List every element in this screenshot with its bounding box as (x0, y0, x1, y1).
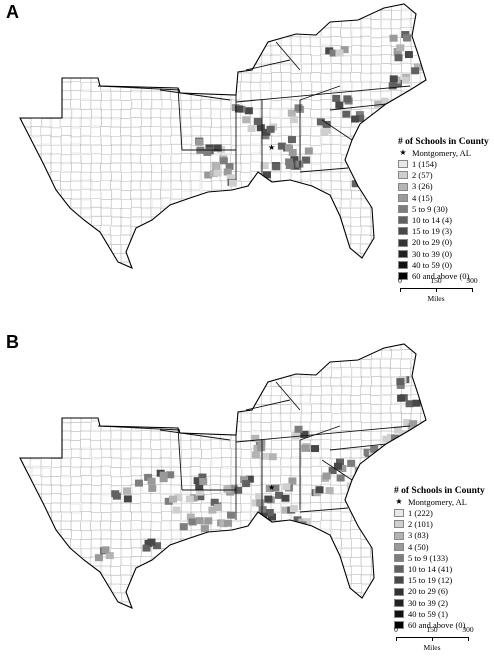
legend-entry: 5 to 9 (133) (394, 552, 485, 563)
svg-text:★: ★ (268, 483, 275, 492)
choropleth-map: ★ (19, 343, 427, 610)
legend-label: 3 (83) (408, 530, 429, 541)
scale-bar: 0 150 300 Miles (398, 277, 478, 306)
legend-swatch (398, 160, 408, 169)
legend-entry: 30 to 39 (2) (394, 597, 485, 608)
legend-swatch (394, 520, 404, 529)
scale-tick-label: 0 (398, 275, 402, 285)
legend-entry: 4 (50) (394, 541, 485, 552)
scale-tick-label: 150 (426, 624, 438, 634)
legend-entry: 2 (57) (398, 170, 489, 181)
legend-swatch (398, 182, 408, 191)
legend-swatch (398, 260, 408, 269)
legend-swatch (394, 542, 404, 551)
star-icon: ★ (399, 148, 407, 158)
svg-text:★: ★ (268, 143, 275, 152)
legend-entry: 40 to 59 (0) (398, 259, 489, 270)
legend-star-label: Montgomery, AL (412, 147, 471, 158)
legend-entry: 3 (83) (394, 530, 485, 541)
legend-label: 20 to 29 (0) (412, 237, 452, 248)
legend-entry: 10 to 14 (4) (398, 215, 489, 226)
legend-swatch (394, 565, 404, 574)
legend-star-entry: ★ Montgomery, AL (394, 497, 485, 508)
legend-label: 2 (101) (408, 519, 433, 530)
legend-swatch (398, 193, 408, 202)
choropleth-map: ★ (19, 3, 427, 270)
legend-entry: 40 to 59 (1) (394, 608, 485, 619)
legend-entry: 4 (15) (398, 192, 489, 203)
legend-swatch (398, 205, 408, 214)
scale-tick-label: 300 (462, 624, 474, 634)
legend-swatch (394, 531, 404, 540)
legend-label: 60 and above (0) (408, 619, 466, 630)
legend-entry: 60 and above (0) (398, 271, 489, 282)
legend-star-entry: ★ Montgomery, AL (398, 148, 489, 159)
legend-entry: 15 to 19 (3) (398, 226, 489, 237)
scale-tick-label: 0 (394, 624, 398, 634)
legend-label: 5 to 9 (133) (408, 552, 448, 563)
scale-bar: 0 150 300 Miles (394, 626, 474, 655)
legend-swatch (398, 272, 408, 281)
legend-label: 40 to 59 (0) (412, 259, 452, 270)
legend-swatch (398, 238, 408, 247)
legend-entry: 5 to 9 (30) (398, 203, 489, 214)
legend-swatch (394, 609, 404, 618)
legend-entry: 30 to 39 (0) (398, 248, 489, 259)
legend-entry: 1 (222) (394, 508, 485, 519)
legend-swatch (394, 598, 404, 607)
legend-swatch (394, 509, 404, 518)
legend-swatch (398, 171, 408, 180)
legend: # of Schools in County ★ Montgomery, AL … (394, 486, 485, 655)
map-panel-b: B ★ # of Schools in County ★ Montgomery,… (0, 330, 494, 660)
legend-swatch (394, 587, 404, 596)
legend-label: 15 to 19 (12) (408, 575, 453, 586)
legend-entry: 1 (154) (398, 159, 489, 170)
legend-label: 5 to 9 (30) (412, 203, 448, 214)
legend-star-label: Montgomery, AL (408, 496, 467, 507)
legend-entry: 10 to 14 (41) (394, 564, 485, 575)
legend-label: 1 (154) (412, 159, 437, 170)
legend-label: 3 (26) (412, 181, 433, 192)
scale-unit: Miles (427, 293, 445, 303)
legend-swatch (394, 621, 404, 630)
legend-label: 4 (15) (412, 192, 433, 203)
legend-label: 1 (222) (408, 508, 433, 519)
legend-label: 60 and above (0) (412, 270, 470, 281)
legend: # of Schools in County ★ Montgomery, AL … (398, 137, 489, 306)
legend-title: # of Schools in County (398, 137, 489, 147)
legend-label: 30 to 39 (0) (412, 248, 452, 259)
scale-unit: Miles (423, 642, 441, 652)
scale-tick-label: 150 (430, 275, 442, 285)
legend-swatch (398, 227, 408, 236)
legend-entry: 20 to 29 (0) (398, 237, 489, 248)
star-icon: ★ (395, 497, 403, 507)
legend-label: 30 to 39 (2) (408, 597, 448, 608)
legend-entry: 20 to 29 (6) (394, 586, 485, 597)
legend-label: 20 to 29 (6) (408, 586, 448, 597)
panel-label: A (6, 2, 19, 22)
scale-tick-label: 300 (466, 275, 478, 285)
legend-entry: 3 (26) (398, 181, 489, 192)
legend-classes: 1 (154) 2 (57) 3 (26) 4 (15) 5 to 9 (30) 10 t… (398, 159, 489, 282)
legend-swatch (398, 249, 408, 258)
map-panel-a: A ★ # of Schools in County ★ Montgomery,… (0, 0, 494, 320)
legend-title: # of Schools in County (394, 486, 485, 496)
legend-swatch (398, 216, 408, 225)
legend-label: 10 to 14 (4) (412, 214, 452, 225)
legend-label: 40 to 59 (1) (408, 608, 448, 619)
legend-classes: 1 (222) 2 (101) 3 (83) 4 (50) 5 to 9 (133) 10… (394, 508, 485, 631)
legend-swatch (394, 554, 404, 563)
panel-label: B (6, 332, 19, 352)
legend-label: 4 (50) (408, 541, 429, 552)
legend-label: 2 (57) (412, 170, 433, 181)
legend-entry: 2 (101) (394, 519, 485, 530)
legend-label: 10 to 14 (41) (408, 563, 453, 574)
legend-swatch (394, 576, 404, 585)
legend-label: 15 to 19 (3) (412, 226, 452, 237)
legend-entry: 15 to 19 (12) (394, 575, 485, 586)
legend-entry: 60 and above (0) (394, 620, 485, 631)
